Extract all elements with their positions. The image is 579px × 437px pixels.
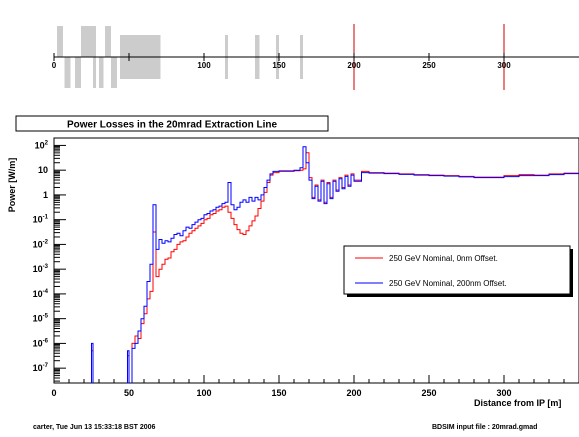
diagram-tick-label-0: 0 <box>52 61 57 70</box>
y-tick-label--1: 10-1 <box>33 215 49 225</box>
y-tick-label--4: 10-4 <box>33 289 49 299</box>
footer-left: carter, Tue Jun 13 15:33:18 BST 2006 <box>33 424 156 431</box>
diagram-tick-label-100: 100 <box>197 61 211 70</box>
beamline-element-1 <box>64 57 71 88</box>
x-axis-label: Distance from IP [m] <box>474 398 561 408</box>
diagram-tick-label-200: 200 <box>347 61 361 70</box>
beamline-element-5 <box>93 57 96 88</box>
plot-frame <box>53 137 579 384</box>
power-loss-plot: 102 10 1 10-1 10-2 10-3 10-4 10-5 10-6 10-7 0 50 10… <box>7 137 579 408</box>
diagram-ticks: 0 100 150 200 250 300 <box>52 53 511 70</box>
legend-label-0nm: 250 GeV Nominal, 0nm Offset. <box>389 254 498 263</box>
series-1-line <box>91 146 579 383</box>
chart-title-box: Power Losses in the 20mrad Extraction Li… <box>15 115 329 132</box>
chart-title: Power Losses in the 20mrad Extraction Li… <box>67 120 278 131</box>
diagram-tick-label-250: 250 <box>422 61 436 70</box>
footer-right: BDSIM input file : 20mrad.gmad <box>432 424 538 431</box>
y-tick-label-1: 10 <box>38 165 48 175</box>
y-tick-label-2: 102 <box>35 140 49 150</box>
y-tick-label--2: 10-2 <box>33 239 49 249</box>
y-tick-label-0: 1 <box>43 190 48 200</box>
y-tick-label--7: 10-7 <box>33 363 49 373</box>
legend-label-200nm: 250 GeV Nominal, 200nm Offset. <box>389 279 507 288</box>
beamline-element-2 <box>75 57 81 88</box>
beamline-element-4 <box>88 26 96 57</box>
x-tick-label-250: 250 <box>421 388 436 398</box>
series-layer <box>91 146 579 383</box>
x-tick-label-0: 0 <box>51 388 56 398</box>
x-axis-ticks: 0 50 100 150 200 250 300 <box>51 375 565 398</box>
diagram-tick-label-150: 150 <box>272 61 286 70</box>
x-tick-label-300: 300 <box>496 388 511 398</box>
beamline-element-6 <box>99 57 104 88</box>
x-tick-label-100: 100 <box>196 388 211 398</box>
y-tick-label--3: 10-3 <box>33 264 49 274</box>
x-tick-label-150: 150 <box>271 388 286 398</box>
y-tick-label--5: 10-5 <box>33 314 49 324</box>
y-axis-label: Power [W/m] <box>7 158 17 213</box>
diagram-tick-label-300: 300 <box>497 61 511 70</box>
y-tick-label--6: 10-6 <box>33 338 49 348</box>
x-tick-label-50: 50 <box>124 388 134 398</box>
beamline-element-3 <box>81 26 89 57</box>
beamline-element-7 <box>105 26 111 57</box>
legend-box <box>343 245 571 295</box>
beamline-diagram: 0 100 150 200 250 300 <box>52 24 579 90</box>
x-tick-label-200: 200 <box>346 388 361 398</box>
legend: 250 GeV Nominal, 0nm Offset. 250 GeV Nom… <box>343 245 573 297</box>
beamline-element-8 <box>111 57 117 88</box>
y-axis-ticks: 102 10 1 10-1 10-2 10-3 10-4 10-5 10-6 10-7 <box>33 140 66 382</box>
beamline-element-0 <box>57 26 63 57</box>
